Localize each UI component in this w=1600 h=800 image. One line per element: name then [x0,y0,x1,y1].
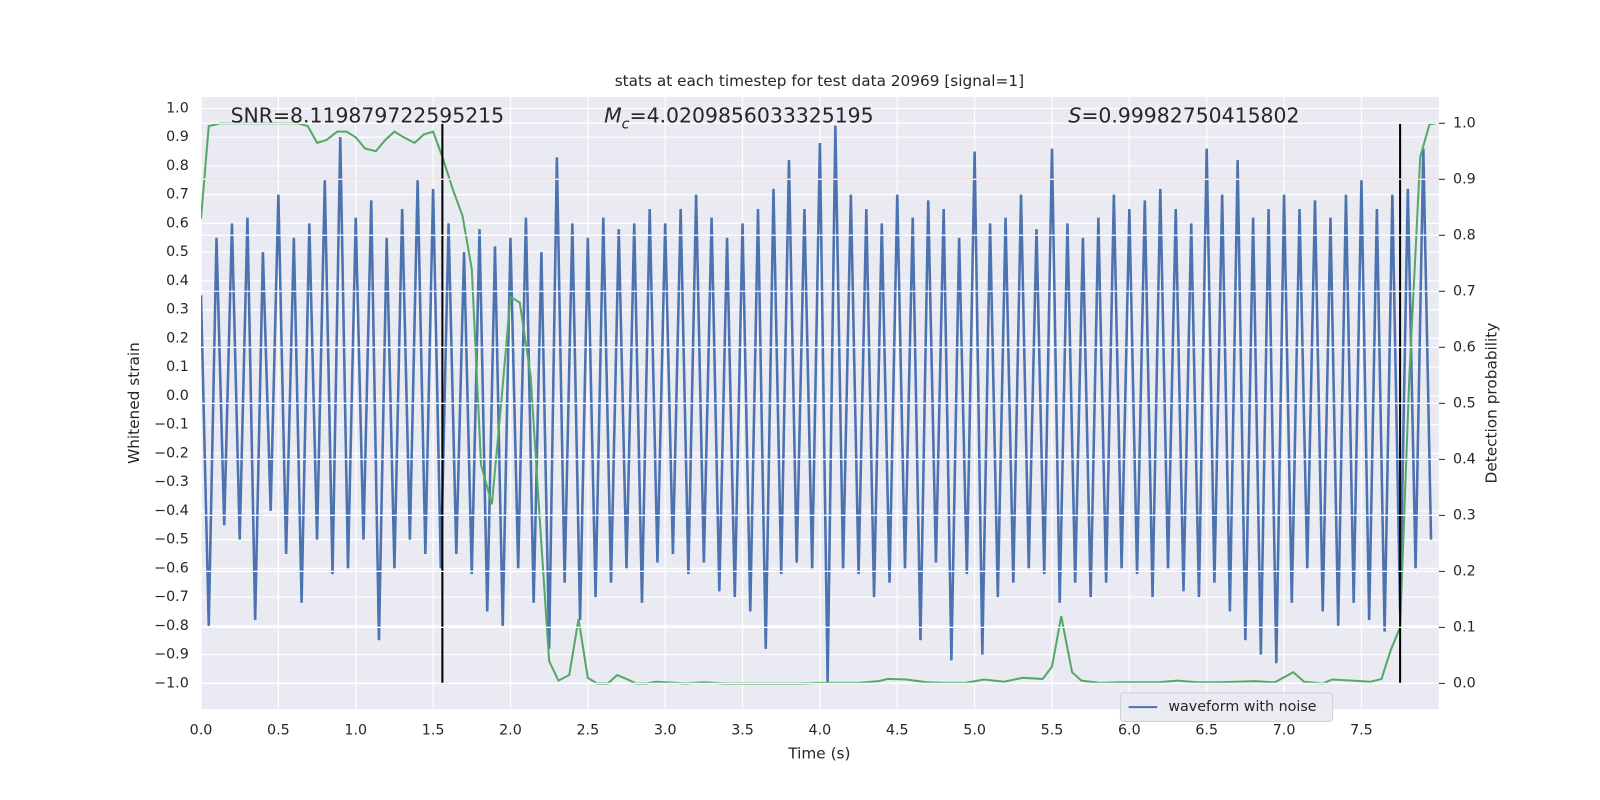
annotation-symbol: M [604,103,622,127]
annotation: S=0.99982750415802 [1068,103,1299,127]
x-tick-label: 2.0 [499,723,522,739]
y-tick-label: 0.5 [166,244,189,260]
annotation-text: SNR=8.119879722595215 [231,103,505,127]
y-tick-label: 0.9 [166,129,189,145]
y-axis-label: Whitened strain [125,342,143,464]
x-tick-label: 3.0 [654,723,677,739]
y-tick-label: 0.7 [166,187,189,203]
y2-tick-label: 0.9 [1453,171,1476,187]
y2-tick-label: 0.7 [1453,283,1476,299]
x-tick-label: 4.0 [809,723,832,739]
y-tick-label: −0.7 [154,589,189,605]
x-tick-label: 3.5 [731,723,754,739]
y-tick-label: −1.0 [154,675,189,691]
y-tick-label: −0.3 [154,474,189,490]
x-tick-label: 0.5 [267,723,290,739]
x-tick-label: 5.5 [1041,723,1064,739]
annotation-subscript: c [622,116,630,132]
y-tick-label: 0.4 [166,273,189,289]
annotation-text: =4.0209856033325195 [630,103,874,127]
annotation: SNR=8.119879722595215 [231,103,505,127]
x-tick-label: 1.0 [344,723,367,739]
x-tick-label: 7.0 [1273,723,1296,739]
annotation-text: =0.99982750415802 [1081,103,1299,127]
y2-tick-label: 0.4 [1453,451,1476,467]
x-tick-label: 2.5 [576,723,599,739]
y2-tick-label: 0.3 [1453,507,1476,523]
x-tick-label: 0.0 [190,723,213,739]
y-tick-label: −0.6 [154,560,189,576]
y-tick-label: 0.8 [166,158,189,174]
y2-axis-label: Detection probability [1482,323,1500,484]
y2-tick-label: 0.2 [1453,563,1476,579]
y2-tick-label: 0.5 [1453,395,1476,411]
x-tick-label: 7.5 [1350,723,1373,739]
legend-label: waveform with noise [1168,699,1316,715]
y2-tick-label: 0.6 [1453,339,1476,355]
x-tick-label: 4.5 [886,723,909,739]
y-tick-label: 0.0 [166,388,189,404]
y-tick-label: 0.3 [166,302,189,318]
y2-tick-label: 0.1 [1453,619,1476,635]
y-tick-label: −0.5 [154,532,189,548]
y2-tick-label: 0.0 [1453,675,1476,691]
y-tick-label: −0.8 [154,618,189,634]
y-tick-label: 0.6 [166,215,189,231]
y2-tick-label: 0.8 [1453,227,1476,243]
annotation: Mc=4.0209856033325195 [604,103,874,132]
y-tick-label: 0.2 [166,330,189,346]
x-tick-label: 5.0 [963,723,986,739]
x-tick-label: 6.5 [1195,723,1218,739]
y-tick-label: −0.2 [154,445,189,461]
y2-tick-label: 1.0 [1453,115,1476,131]
x-axis-label: Time (s) [787,745,850,763]
y-tick-label: 0.1 [166,359,189,375]
legend-box [1119,692,1334,722]
x-tick-label: 6.0 [1118,723,1141,739]
y-tick-label: −0.1 [154,417,189,433]
annotation-symbol: S [1068,103,1081,127]
y-tick-label: −0.9 [154,647,189,663]
chart-title: stats at each timestep for test data 209… [615,72,1024,90]
y-tick-label: −0.4 [154,503,189,519]
y-tick-label: 1.0 [166,100,189,116]
x-tick-label: 1.5 [422,723,445,739]
